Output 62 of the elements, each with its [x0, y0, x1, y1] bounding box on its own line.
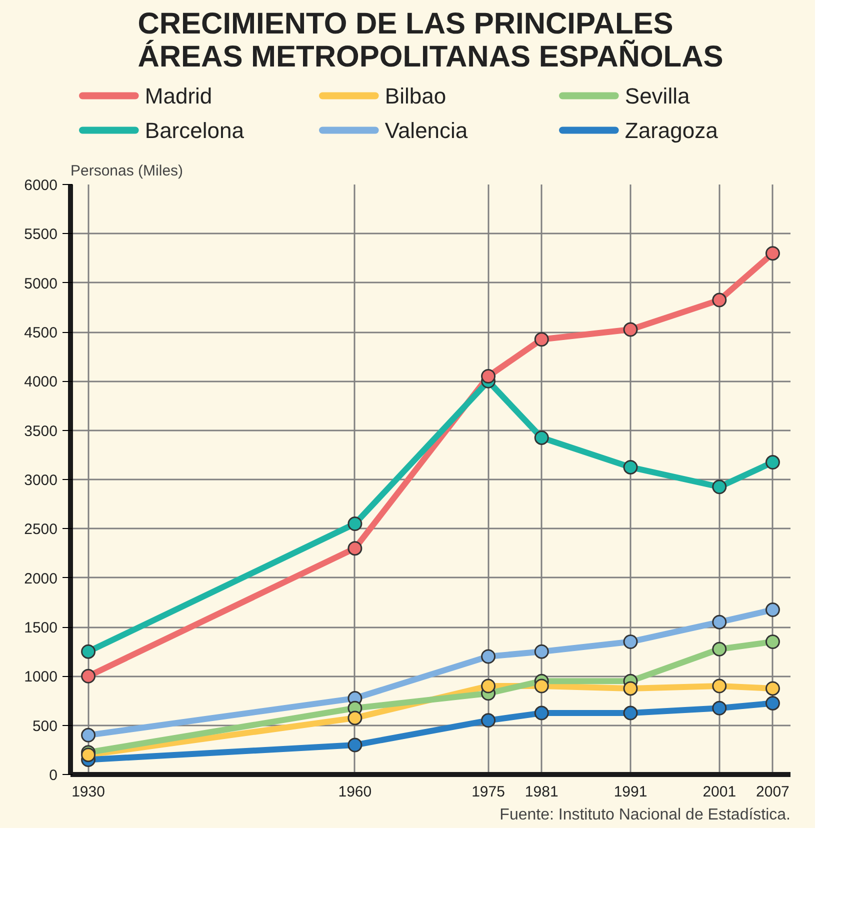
legend-label: Madrid — [144, 83, 212, 108]
y-tick-label: 0 — [49, 767, 58, 784]
y-tick-label: 2000 — [24, 570, 58, 588]
y-tick-label: 4000 — [24, 374, 58, 391]
point — [765, 681, 780, 696]
point — [712, 614, 727, 630]
point — [534, 678, 549, 694]
point — [534, 644, 549, 659]
x-tick-label: 1975 — [472, 784, 505, 800]
x-tick-label: 1930 — [72, 784, 105, 800]
x-tick-label: 1960 — [338, 784, 372, 800]
point — [481, 649, 496, 664]
x-tick-label: 2007 — [756, 784, 790, 800]
point — [712, 642, 727, 656]
point — [712, 292, 727, 308]
point — [623, 634, 638, 649]
point — [348, 541, 362, 556]
source-note: Fuente: Instituto Nacional de Estadística. — [500, 806, 790, 824]
point — [623, 706, 638, 720]
x-tick-label: 1981 — [524, 784, 558, 800]
point — [81, 668, 96, 684]
point — [348, 738, 362, 752]
point — [348, 710, 362, 726]
point — [348, 516, 362, 531]
legend-label: Bilbao — [384, 83, 446, 108]
y-tick-label: 6000 — [24, 177, 58, 194]
point — [623, 681, 638, 696]
y-tick-label: 4500 — [24, 324, 58, 342]
point — [81, 728, 96, 742]
y-axis-title: Personas (Miles) — [70, 162, 184, 180]
x-tick-label: 2001 — [702, 784, 736, 800]
point — [765, 602, 780, 618]
y-tick-label: 5000 — [24, 275, 58, 292]
y-tick-label: 2500 — [24, 521, 58, 538]
y-tick-label: 1000 — [24, 668, 58, 686]
point — [534, 332, 549, 347]
legend-label: Zaragoza — [624, 118, 719, 143]
point — [712, 480, 727, 494]
point — [534, 706, 549, 720]
point — [81, 644, 96, 659]
legend-label: Sevilla — [624, 83, 690, 108]
x-tick-label: 1991 — [614, 784, 648, 800]
y-tick-label: 5500 — [24, 226, 58, 244]
point — [712, 678, 727, 694]
point — [765, 455, 780, 470]
point — [481, 369, 496, 384]
point — [765, 696, 780, 710]
legend-label: Barcelona — [144, 118, 245, 143]
point — [481, 713, 496, 728]
point — [765, 634, 780, 649]
point — [534, 430, 549, 445]
point — [765, 246, 780, 261]
y-tick-label: 500 — [32, 718, 58, 735]
legend-label: Valencia — [384, 118, 468, 143]
y-tick-label: 3000 — [24, 472, 58, 489]
point — [623, 460, 638, 474]
y-tick-label: 3500 — [24, 422, 58, 440]
point — [623, 322, 638, 337]
point — [481, 678, 496, 694]
point — [712, 700, 727, 716]
chart-title: CRECIMIENTO DE LAS PRINCIPALES ÁREAS METROPOLITANAS ESPAÑOLAS — [138, 8, 724, 74]
y-tick-label: 1500 — [24, 620, 58, 636]
